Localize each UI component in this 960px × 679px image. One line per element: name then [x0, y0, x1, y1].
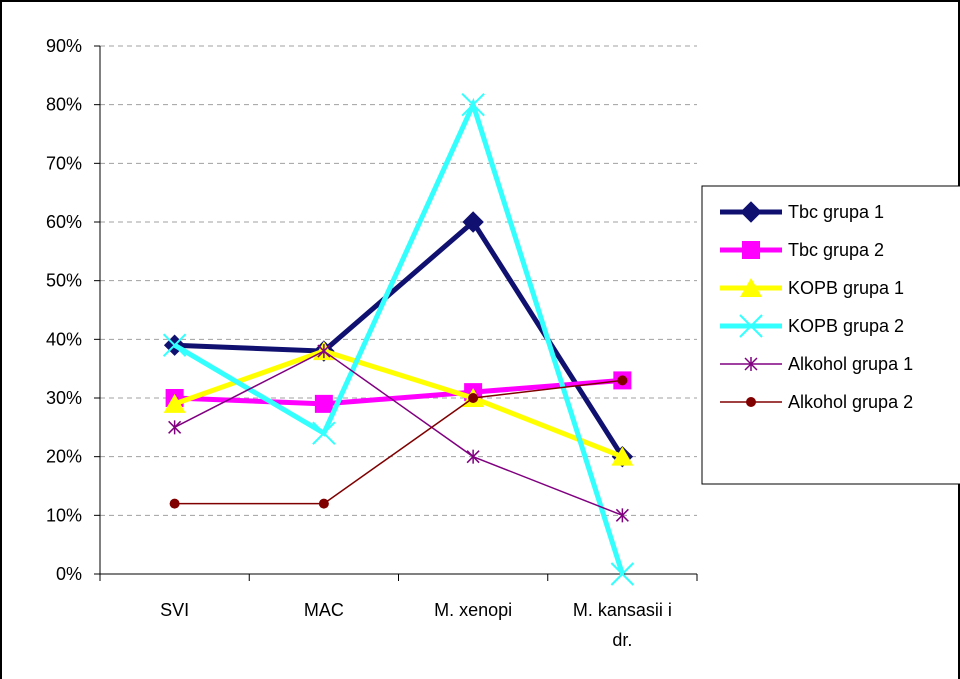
legend-label: Alkohol grupa 2	[788, 392, 913, 412]
series-5	[168, 344, 629, 523]
x-tick-label: M. xenopi	[434, 600, 512, 620]
series-line	[174, 379, 623, 505]
circle-marker	[169, 498, 180, 509]
y-tick-label: 70%	[46, 153, 82, 173]
y-tick-label: 40%	[46, 329, 82, 349]
x-tick-label: M. kansasii i	[573, 600, 672, 620]
x-marker	[312, 421, 336, 445]
legend-item: KOPB grupa 1	[720, 278, 904, 298]
legend-label: Tbc grupa 1	[788, 202, 884, 222]
legend: Tbc grupa 1 Tbc grupa 2 KOPB grupa 1 KOPB g…	[701, 185, 960, 485]
x-tick-label: MAC	[304, 600, 344, 620]
y-tick-label: 10%	[46, 505, 82, 525]
legend-label: Tbc grupa 2	[788, 240, 884, 260]
y-tick-label: 80%	[46, 95, 82, 115]
series-6	[169, 375, 628, 509]
x-marker	[739, 314, 763, 338]
x-tick-label: dr.	[612, 630, 632, 650]
square-marker	[742, 241, 760, 259]
series-line	[173, 348, 624, 459]
x-axis-ticks: SVI MAC M. xenopi M. kansasii i dr.	[99, 574, 698, 650]
square-marker	[314, 394, 333, 413]
y-axis-ticks: 0% 10% 20% 30% 40% 50% 60% 70% 80% 90%	[46, 36, 100, 584]
series-line	[174, 350, 623, 517]
legend-item: KOPB grupa 2	[720, 314, 904, 338]
y-tick-label: 90%	[46, 36, 82, 56]
x-marker	[461, 92, 485, 117]
circle-marker	[318, 498, 329, 509]
x-marker	[610, 562, 635, 586]
circle-marker	[617, 375, 628, 386]
legend-item: Tbc grupa 2	[720, 240, 884, 260]
legend-label: KOPB grupa 2	[788, 316, 904, 336]
series-group	[162, 92, 635, 586]
legend-item: Alkohol grupa 1	[720, 354, 913, 374]
diamond-marker	[740, 201, 762, 223]
legend-item: Alkohol grupa 2	[720, 392, 913, 412]
circle-marker	[746, 397, 756, 407]
grid-lines	[100, 45, 697, 516]
y-tick-label: 20%	[46, 447, 82, 467]
legend-box	[701, 185, 960, 485]
circle-marker	[468, 393, 479, 403]
legend-label: KOPB grupa 1	[788, 278, 904, 298]
y-tick-label: 0%	[56, 564, 82, 584]
triangle-marker	[163, 393, 186, 413]
triangle-marker	[611, 446, 634, 466]
y-tick-label: 30%	[46, 388, 82, 408]
x-marker	[162, 333, 187, 357]
diamond-marker	[462, 211, 484, 233]
legend-label: Alkohol grupa 1	[788, 354, 913, 374]
series-line	[174, 377, 623, 407]
legend-item: Tbc grupa 1	[720, 201, 884, 223]
triangle-marker	[740, 278, 762, 297]
x-tick-label: SVI	[160, 600, 189, 620]
y-tick-label: 50%	[46, 271, 82, 291]
y-tick-label: 60%	[46, 212, 82, 232]
